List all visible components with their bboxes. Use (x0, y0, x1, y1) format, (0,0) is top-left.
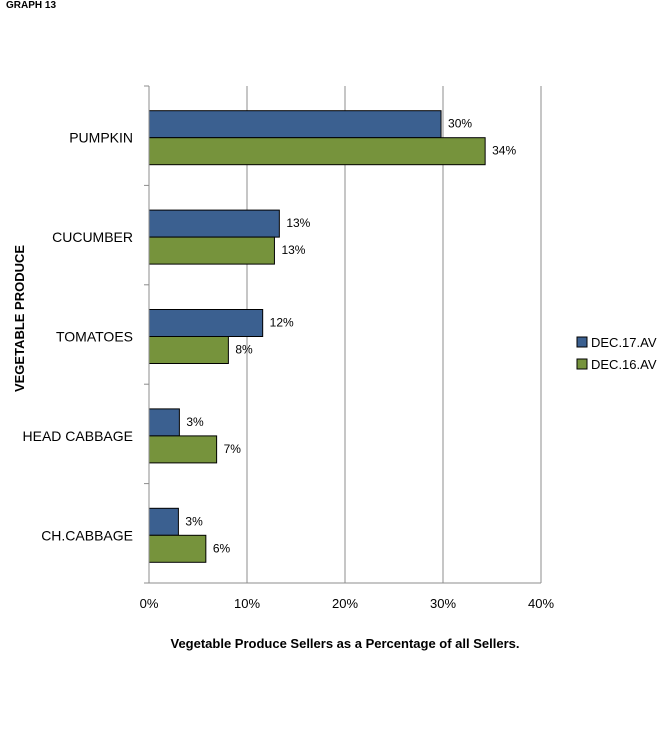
category-label: CUCUMBER (52, 229, 133, 245)
bar-dec-16-av (149, 436, 217, 463)
bar-dec-16-av (149, 535, 206, 562)
x-tick-label: 0% (140, 596, 159, 611)
labels: 0% 10% 20% 30% 40% PUMPKIN 30% 34% CUCUMBER 13% 13… (23, 117, 555, 611)
y-axis-title: VEGETABLE PRODUCE (12, 245, 27, 392)
x-tick-label: 10% (234, 596, 260, 611)
bar-dec-17-av (149, 508, 178, 535)
x-tick-label: 30% (430, 596, 456, 611)
data-label: 13% (281, 243, 305, 257)
bars (149, 111, 485, 563)
category-label: PUMPKIN (69, 130, 133, 146)
data-label: 7% (224, 442, 242, 456)
data-label: 3% (185, 514, 203, 528)
bar-dec-16-av (149, 337, 228, 364)
data-label: 30% (448, 117, 472, 131)
bar-dec-17-av (149, 111, 441, 138)
x-tick-label: 20% (332, 596, 358, 611)
data-label: 34% (492, 144, 516, 158)
x-axis-title: Vegetable Produce Sellers as a Percentag… (170, 636, 519, 651)
bar-dec-17-av (149, 310, 263, 337)
legend: DEC.17.AV DEC.16.AV (577, 335, 657, 372)
data-label: 6% (213, 541, 231, 555)
legend-label: DEC.16.AV (591, 357, 657, 372)
legend-swatch (577, 359, 587, 369)
category-label: CH.CABBAGE (41, 527, 133, 543)
data-label: 3% (186, 415, 204, 429)
legend-label: DEC.17.AV (591, 335, 657, 350)
category-label: HEAD CABBAGE (23, 428, 133, 444)
bar-dec-16-av (149, 237, 274, 264)
x-tick-label: 40% (528, 596, 554, 611)
data-label: 12% (270, 316, 294, 330)
bar-dec-16-av (149, 138, 485, 165)
legend-swatch (577, 337, 587, 347)
category-label: TOMATOES (56, 329, 133, 345)
data-label: 13% (286, 216, 310, 230)
data-label: 8% (235, 343, 253, 357)
bar-dec-17-av (149, 210, 279, 237)
bar-dec-17-av (149, 409, 179, 436)
